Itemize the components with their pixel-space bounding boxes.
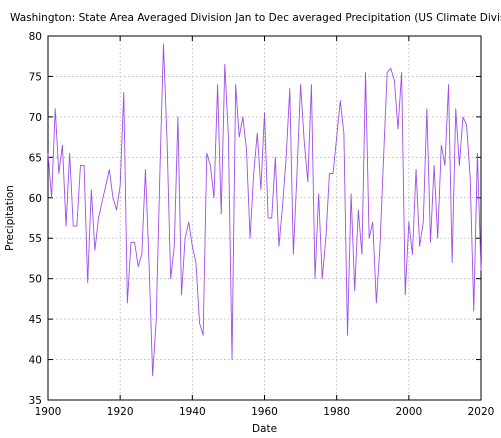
x-tick-label: 1980 xyxy=(323,406,350,418)
axis-ticks: 35 40 45 50 55 60 65 70 75 80 1900 1920 1940 1960 1980… xyxy=(29,31,495,418)
y-tick-label: 40 xyxy=(29,355,42,367)
chart-title: Washington: State Area Averaged Division… xyxy=(10,12,501,24)
series-line-precipitation xyxy=(47,43,482,377)
x-tick-label: 2020 xyxy=(468,406,495,418)
y-axis-label: Precipitation xyxy=(4,185,16,251)
grid-lines xyxy=(48,36,481,400)
y-tick-label: 65 xyxy=(29,152,42,164)
x-tick-label: 1900 xyxy=(35,406,62,418)
y-tick-label: 70 xyxy=(29,112,42,124)
x-tick-label: 1920 xyxy=(107,406,134,418)
y-tick-label: 55 xyxy=(29,233,42,245)
y-tick-label: 60 xyxy=(29,193,42,205)
y-tick-label: 75 xyxy=(29,71,42,83)
x-tick-label: 1960 xyxy=(251,406,278,418)
x-tick-label: 2000 xyxy=(395,406,422,418)
y-tick-label: 80 xyxy=(29,31,42,43)
x-axis-label: Date xyxy=(252,423,277,435)
x-tick-label: 1940 xyxy=(179,406,206,418)
y-tick-label: 35 xyxy=(29,395,42,407)
y-tick-label: 45 xyxy=(29,314,42,326)
y-tick-label: 50 xyxy=(29,274,42,286)
